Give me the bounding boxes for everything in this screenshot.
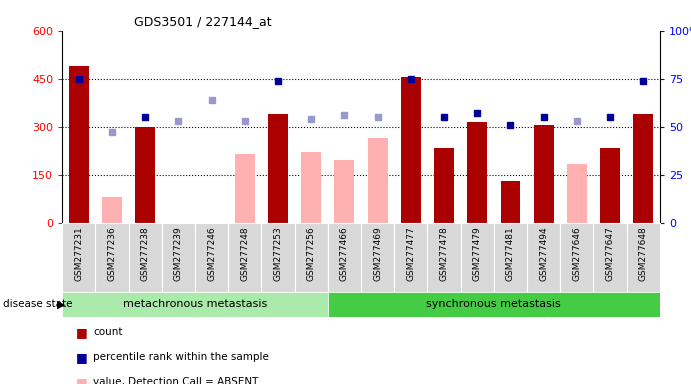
Bar <box>361 223 395 292</box>
Text: percentile rank within the sample: percentile rank within the sample <box>93 352 269 362</box>
Bar <box>129 223 162 292</box>
Bar <box>567 164 587 223</box>
Bar <box>95 223 129 292</box>
Text: GSM277646: GSM277646 <box>572 226 581 281</box>
Bar <box>162 223 195 292</box>
Text: synchronous metastasis: synchronous metastasis <box>426 299 561 310</box>
Bar <box>527 223 560 292</box>
Bar <box>434 147 454 223</box>
Text: GSM277248: GSM277248 <box>240 226 249 281</box>
Text: GSM277238: GSM277238 <box>141 226 150 281</box>
Bar <box>600 147 620 223</box>
Bar <box>533 125 553 223</box>
Bar <box>135 127 155 223</box>
Text: GSM277478: GSM277478 <box>439 226 448 281</box>
Text: GSM277256: GSM277256 <box>307 226 316 281</box>
Text: ■: ■ <box>76 326 88 339</box>
Text: GSM277239: GSM277239 <box>174 226 183 281</box>
Text: ■: ■ <box>76 376 88 384</box>
Text: GSM277481: GSM277481 <box>506 226 515 281</box>
Text: GSM277253: GSM277253 <box>274 226 283 281</box>
Text: GSM277469: GSM277469 <box>373 226 382 281</box>
Bar <box>62 223 95 292</box>
Text: GSM277648: GSM277648 <box>638 226 647 281</box>
Bar <box>334 161 354 223</box>
Bar <box>62 292 328 317</box>
Text: ▶: ▶ <box>57 299 66 310</box>
Text: GSM277231: GSM277231 <box>75 226 84 281</box>
Text: value, Detection Call = ABSENT: value, Detection Call = ABSENT <box>93 377 258 384</box>
Bar <box>195 223 228 292</box>
Bar <box>634 114 653 223</box>
Text: ■: ■ <box>76 351 88 364</box>
Text: GSM277466: GSM277466 <box>340 226 349 281</box>
Bar <box>560 223 594 292</box>
Bar <box>428 223 461 292</box>
Text: GDS3501 / 227144_at: GDS3501 / 227144_at <box>134 15 272 28</box>
Bar <box>401 77 421 223</box>
Bar <box>102 197 122 223</box>
Text: GSM277494: GSM277494 <box>539 226 548 281</box>
Bar <box>328 223 361 292</box>
Bar <box>235 154 255 223</box>
Text: GSM277246: GSM277246 <box>207 226 216 281</box>
Bar <box>69 66 88 223</box>
Text: GSM277477: GSM277477 <box>406 226 415 281</box>
Bar <box>627 223 660 292</box>
Text: GSM277479: GSM277479 <box>473 226 482 281</box>
Text: GSM277647: GSM277647 <box>605 226 614 281</box>
Bar <box>494 223 527 292</box>
Bar <box>500 181 520 223</box>
Bar <box>228 223 261 292</box>
Bar <box>268 114 288 223</box>
Text: count: count <box>93 327 123 337</box>
Bar <box>301 152 321 223</box>
Bar <box>461 223 494 292</box>
Bar <box>261 223 294 292</box>
Bar <box>294 223 328 292</box>
Bar <box>328 292 660 317</box>
Bar <box>594 223 627 292</box>
Bar <box>467 122 487 223</box>
Text: GSM277236: GSM277236 <box>108 226 117 281</box>
Text: metachronous metastasis: metachronous metastasis <box>123 299 267 310</box>
Text: disease state: disease state <box>3 299 73 310</box>
Bar <box>395 223 428 292</box>
Bar <box>368 138 388 223</box>
